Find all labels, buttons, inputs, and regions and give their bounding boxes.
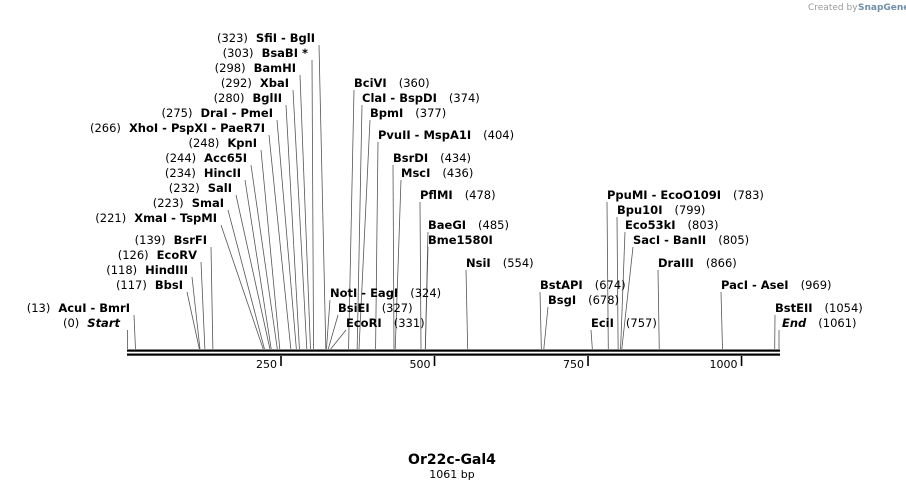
site-label-eco53ki: Eco53kI (803) <box>625 218 718 232</box>
site-leader-pflmi <box>419 201 422 350</box>
site-leader-paci <box>720 291 723 350</box>
site-label-smai: (223) SmaI <box>153 196 224 210</box>
site-leader-xmai <box>220 224 264 350</box>
site-leader-bglii <box>285 104 300 350</box>
site-label-bsrdi: BsrDI (434) <box>393 151 471 165</box>
site-leader-ecori <box>330 329 347 350</box>
site-label-bsiei: BsiEI (327) <box>338 301 413 315</box>
site-leader-noti <box>326 299 331 350</box>
site-leader-lines <box>127 44 780 350</box>
site-label-hindiii: (118) HindIII <box>106 263 188 277</box>
site-label-hincii: (234) HincII <box>165 166 241 180</box>
site-leader-bsgi <box>543 306 549 350</box>
site-label-bstapi: BstAPI (674) <box>540 278 626 292</box>
site-label-bsgi: BsgI (678) <box>548 293 619 307</box>
site-label-bpmi: BpmI (377) <box>370 106 446 120</box>
site-label-bglii: (280) BglII <box>214 91 282 105</box>
site-label-sali: (232) SalI <box>169 181 232 195</box>
site-leader-smai <box>227 209 265 350</box>
ruler-tick-label-1000: 1000 <box>710 358 738 371</box>
site-label-clai: ClaI - BspDI (374) <box>362 91 480 105</box>
credit-brand: SnapGene <box>858 3 906 13</box>
site-leader-bsrdi <box>392 164 395 350</box>
site-leader-hindiii <box>191 276 201 350</box>
site-label-start: (0) Start <box>63 316 121 330</box>
site-label-end: End (1061) <box>782 316 857 330</box>
site-leader-acc65i <box>250 164 278 350</box>
site-leader-xbai <box>292 89 308 350</box>
site-leader-bme1580i <box>424 246 429 350</box>
site-leader-kpni <box>260 149 281 350</box>
credit-prefix: Created by <box>808 3 858 13</box>
site-label-pvuii: PvuII - MspA1I (404) <box>378 128 514 142</box>
site-label-saci: SacI - BanII (805) <box>633 233 749 247</box>
site-leader-drai <box>276 119 297 350</box>
site-leader-draiii <box>657 269 660 350</box>
site-label-nsii: NsiI (554) <box>466 256 534 270</box>
ruler-ticks: 250 500 750 1000 <box>256 356 743 371</box>
site-leader-nsii <box>465 269 469 350</box>
dna-backbone <box>127 349 780 356</box>
site-leader-xhoi <box>268 134 292 350</box>
ruler-tick-label-500: 500 <box>410 358 431 371</box>
site-leader-eco53ki <box>620 231 626 350</box>
map-length: 1061 bp <box>429 468 474 481</box>
site-leader-bbsi <box>186 291 200 350</box>
ruler-tick-label-250: 250 <box>256 358 277 371</box>
site-leader-ecii <box>590 329 593 350</box>
ruler-tick-label-750: 750 <box>563 358 584 371</box>
site-leader-ppumi <box>606 201 609 350</box>
site-label-bbsi: (117) BbsI <box>116 278 183 292</box>
site-leader-clai <box>356 104 363 350</box>
site-leader-pvuii <box>375 141 379 350</box>
site-label-baegi: BaeGI (485) <box>428 218 509 232</box>
site-label-bpu10i: Bpu10I (799) <box>617 203 705 217</box>
site-label-sfii: (323) SfiI - BglI <box>217 31 315 45</box>
site-label-acc65i: (244) Acc65I <box>165 151 247 165</box>
site-label-bcivi: BciVI (360) <box>354 76 430 90</box>
site-leader-bstapi <box>539 291 542 350</box>
site-leader-saci <box>621 246 634 350</box>
site-label-ecii: EciI (757) <box>591 316 657 330</box>
site-label-bme1580i: Bme1580I <box>428 233 493 247</box>
site-label-bsrfi: (139) BsrFI <box>135 233 207 247</box>
backbone-strand-top <box>127 349 780 352</box>
site-leader-sfii <box>318 44 327 350</box>
site-leader-sali <box>235 194 271 350</box>
site-leader-bsiei <box>327 314 339 350</box>
map-title: Or22c-Gal4 <box>408 452 496 468</box>
site-label-noti: NotI - EagI (324) <box>330 286 441 300</box>
site-labels: (0) Start(13) AcuI - BmrI (117) BbsI(118) Hin… <box>27 31 863 330</box>
site-label-xhoi: (266) XhoI - PspXI - PaeR7I <box>90 121 265 135</box>
site-label-bamhi: (298) BamHI <box>215 61 296 75</box>
site-leader-bcivi <box>348 89 355 350</box>
site-leader-ecorv <box>200 261 206 350</box>
site-leader-bamhi <box>299 74 311 350</box>
site-label-acui: (13) AcuI - BmrI <box>27 301 130 315</box>
site-leader-acui <box>133 314 136 350</box>
site-label-bsteii: BstEII (1054) <box>775 301 863 315</box>
site-label-kpni: (248) KpnI <box>188 136 257 150</box>
site-label-xbai: (292) XbaI <box>221 76 289 90</box>
site-label-bsabi: (303) BsaBI * <box>223 46 308 60</box>
site-leader-bsabi <box>311 59 314 350</box>
backbone-strand-bottom <box>127 353 780 356</box>
site-label-ppumi: PpuMI - EcoO109I (783) <box>607 188 764 202</box>
site-label-paci: PacI - AseI (969) <box>721 278 832 292</box>
site-label-msci: MscI (436) <box>401 166 473 180</box>
site-leader-msci <box>394 179 402 350</box>
site-label-drai: (275) DraI - PmeI <box>162 106 273 120</box>
site-label-ecori: EcoRI (331) <box>346 316 425 330</box>
site-label-pflmi: PflMI (478) <box>420 188 496 202</box>
site-leader-bpu10i <box>616 216 619 350</box>
site-leader-bpmi <box>358 119 371 350</box>
site-leader-bsrfi <box>210 246 214 350</box>
site-label-xmai: (221) XmaI - TspMI <box>95 211 217 225</box>
site-leader-hincii <box>244 179 272 350</box>
site-label-draiii: DraIII (866) <box>658 256 737 270</box>
site-label-ecorv: (126) EcoRV <box>118 248 197 262</box>
